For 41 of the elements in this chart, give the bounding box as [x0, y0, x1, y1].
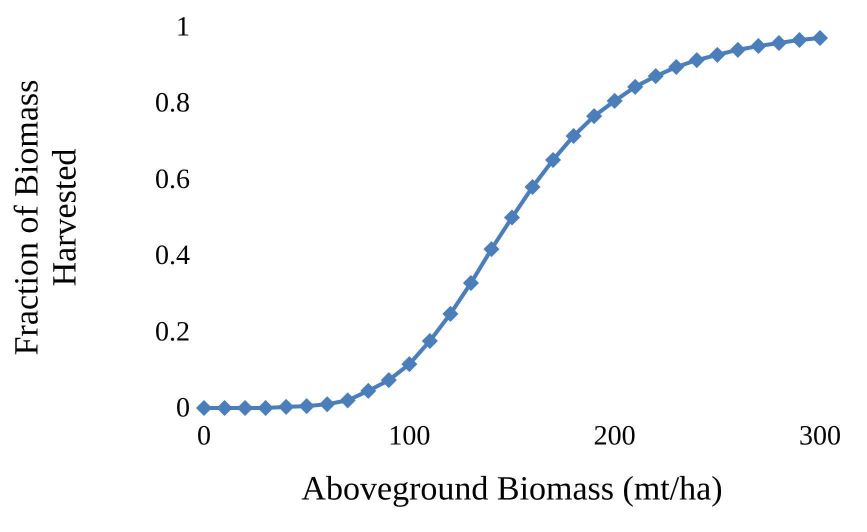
y-tick-label: 0.8 [155, 88, 190, 119]
point [791, 32, 808, 48]
point [422, 332, 438, 349]
point [545, 152, 562, 168]
point [442, 306, 458, 322]
y-tick-label: 0.4 [155, 240, 190, 272]
y-tick-label: 1 [176, 12, 190, 42]
point [298, 398, 315, 414]
point [709, 46, 726, 63]
point [812, 30, 828, 46]
point [258, 400, 274, 416]
point [606, 92, 623, 109]
point [586, 108, 602, 124]
point [360, 382, 376, 399]
y-tick-label: 0 [176, 392, 190, 424]
point [770, 35, 787, 51]
y-tick-label: 0.2 [155, 316, 190, 348]
point [483, 241, 500, 258]
point [524, 179, 541, 196]
x-tick-label: 100 [388, 420, 430, 452]
y-axis-title: Fraction of Biomass Harvested [8, 80, 84, 356]
point [196, 400, 212, 416]
point [278, 398, 294, 415]
point [627, 78, 644, 95]
x-axis-title: Aboveground Biomass (mt/ha) [301, 470, 723, 508]
point [750, 38, 766, 54]
point [340, 392, 356, 408]
point [688, 52, 705, 68]
point [380, 372, 397, 388]
x-tick-label: 0 [197, 420, 211, 452]
point [566, 128, 582, 144]
point [319, 396, 336, 412]
x-tick-label: 300 [799, 420, 841, 452]
point [668, 59, 684, 76]
point [648, 68, 664, 84]
y-tick-label: 0.6 [155, 164, 190, 195]
point [730, 42, 746, 58]
x-tick-label: 200 [594, 420, 636, 452]
point [401, 356, 418, 372]
point [462, 275, 479, 292]
point [504, 210, 520, 226]
